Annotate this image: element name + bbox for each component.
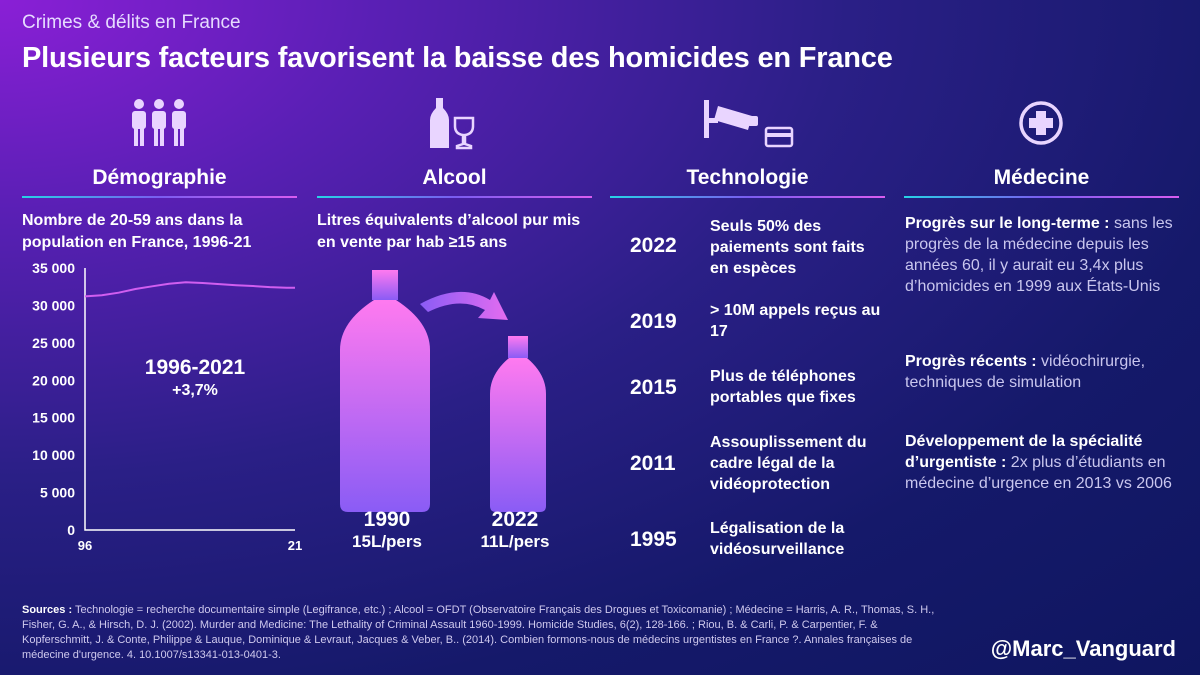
x-tick-label: 96 — [78, 538, 92, 553]
page-title: Plusieurs facteurs favorisent la baisse … — [22, 42, 893, 74]
y-tick-label: 35 000 — [32, 260, 75, 276]
population-line-chart: 35 000 30 000 25 000 20 000 15 000 10 000 5 00… — [32, 260, 302, 553]
medecine-lead: Progrès sur le long-terme : — [905, 215, 1110, 232]
people-icon — [132, 99, 186, 146]
page-kicker: Crimes & délits en France — [22, 12, 241, 33]
timeline-text-1995: Légalisation de la vidéosurveillance — [710, 520, 845, 558]
column-divider — [22, 196, 297, 198]
sources-text: Technologie = recherche documentaire sim… — [22, 604, 935, 661]
bottle-1990 — [340, 270, 430, 512]
timeline-year-2015: 2015 — [630, 376, 677, 399]
series-line — [84, 281, 295, 298]
x-tick-label: 21 — [288, 538, 302, 553]
timeline-text-2019: > 10M appels reçus au 17 — [710, 302, 881, 340]
alcool-value-2022: 11L/pers — [480, 532, 550, 551]
alcool-year-2022: 2022 — [491, 508, 539, 531]
y-tick-label: 5 000 — [40, 485, 75, 501]
column-divider — [610, 196, 885, 198]
sources-note: Sources : Technologie = recherche docume… — [22, 603, 942, 663]
timeline-year-2022: 2022 — [630, 234, 677, 257]
column-divider — [904, 196, 1179, 198]
medecine-text: sans les progrès de la médecine depuis l… — [905, 215, 1173, 295]
medecine-item-1: Progrès sur le long-terme : sans les pro… — [905, 213, 1180, 297]
author-handle: @Marc_Vanguard — [990, 636, 1176, 661]
alcool-year-1990: 1990 — [363, 508, 411, 531]
medecine-lead: Progrès récents : — [905, 353, 1037, 370]
timeline-text-2022: Seuls 50% des paiements sont faits en es… — [710, 218, 865, 277]
y-tick-label: 20 000 — [32, 372, 75, 388]
y-tick-label: 30 000 — [32, 297, 75, 313]
column-title-technologie: Technologie — [686, 166, 809, 189]
y-tick-label: 0 — [67, 522, 75, 538]
chart-axis — [84, 268, 295, 531]
medical-cross-icon — [1019, 101, 1063, 145]
medecine-text: 2x plus d’étudiants en médecine d’urgenc… — [905, 454, 1172, 492]
column-title-alcool: Alcool — [422, 166, 487, 189]
chart-annotation-period: 1996-2021 — [144, 356, 246, 379]
medecine-lead: Développement de la spécialité d’urgenti… — [905, 433, 1143, 471]
column-title-medecine: Médecine — [993, 166, 1090, 189]
medecine-item-2: Progrès récents : vidéochirurgie, techni… — [905, 351, 1180, 393]
medecine-item-3: Développement de la spécialité d’urgenti… — [905, 431, 1180, 494]
chart-annotation-change: +3,7% — [172, 382, 218, 399]
sources-lead: Sources : — [22, 604, 73, 616]
timeline-year-2011: 2011 — [630, 452, 676, 475]
y-tick-label: 25 000 — [32, 335, 75, 351]
y-tick-label: 10 000 — [32, 447, 75, 463]
timeline-text-2015: Plus de téléphones portables que fixes — [710, 368, 856, 406]
medecine-text: vidéochirurgie, techniques de simulation — [905, 353, 1146, 391]
decrease-arrow — [420, 291, 508, 320]
alcool-value-1990: 15L/pers — [352, 532, 422, 551]
timeline-year-2019: 2019 — [630, 310, 677, 333]
timeline-text-2011: Assouplissement du cadre légal de la vid… — [710, 434, 867, 493]
alcohol-bottles — [340, 270, 546, 512]
wine-icon — [430, 98, 475, 150]
column-title-demographie: Démographie — [92, 166, 227, 189]
camera-card-icon — [704, 100, 794, 148]
chart-subtitle: Nombre de 20-59 ans dans la population e… — [22, 212, 252, 251]
alcool-subtitle: Litres équivalents d’alcool pur mis en v… — [317, 212, 581, 251]
y-tick-label: 15 000 — [32, 410, 75, 426]
column-divider — [317, 196, 592, 198]
timeline-year-1995: 1995 — [630, 528, 677, 551]
bottle-2022 — [490, 336, 546, 512]
